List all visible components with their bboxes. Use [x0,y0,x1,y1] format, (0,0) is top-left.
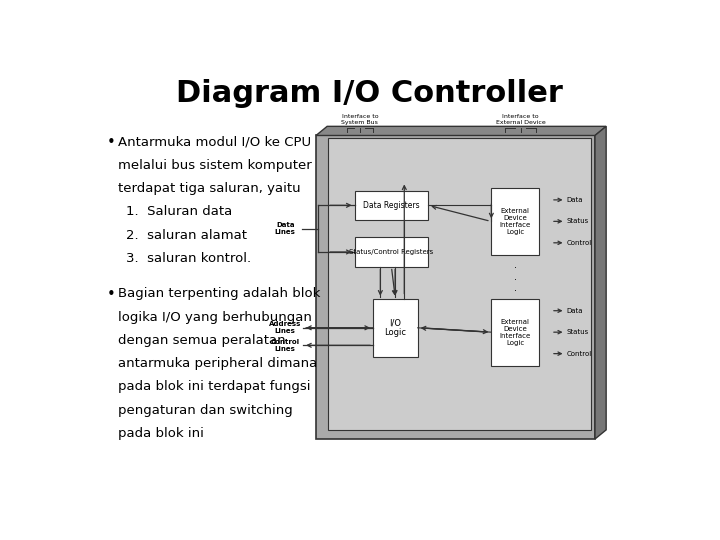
Text: External
Device
Interface
Logic: External Device Interface Logic [500,208,531,235]
Text: Data: Data [567,308,583,314]
Text: Control: Control [567,350,592,356]
Bar [491,188,539,255]
Text: Diagram I/O Controller: Diagram I/O Controller [176,79,562,109]
Polygon shape [595,126,606,439]
Text: •: • [107,287,115,302]
Text: dengan semua peralatan: dengan semua peralatan [118,334,286,347]
Text: Status/Control Registers: Status/Control Registers [349,249,433,255]
Text: Interface to
External Device: Interface to External Device [496,114,546,125]
Text: 2.  saluran alamat: 2. saluran alamat [126,228,247,241]
Polygon shape [316,126,606,136]
Text: Bagian terpenting adalah blok: Bagian terpenting adalah blok [118,287,320,300]
Text: 3.  saluran kontrol.: 3. saluran kontrol. [126,252,251,265]
Text: logika I/O yang berhubungan: logika I/O yang berhubungan [118,310,312,323]
Text: melalui bus sistem komputer: melalui bus sistem komputer [118,159,312,172]
Text: Interface to
System Bus: Interface to System Bus [341,114,378,125]
Text: •: • [107,136,115,151]
Bar [354,238,428,267]
Text: 1.  Saluran data: 1. Saluran data [126,205,233,218]
Bar [328,138,591,430]
Text: Antarmuka modul I/O ke CPU: Antarmuka modul I/O ke CPU [118,136,311,148]
Bar [354,191,428,220]
Text: Status: Status [567,218,589,224]
Text: pada blok ini terdapat fungsi: pada blok ini terdapat fungsi [118,380,310,394]
Text: Data: Data [567,197,583,203]
Text: pengaturan dan switching: pengaturan dan switching [118,404,292,417]
Bar [491,299,539,366]
Text: Status: Status [567,329,589,335]
Text: pada blok ini: pada blok ini [118,427,204,440]
Text: Control
Lines: Control Lines [271,339,300,352]
Text: Control: Control [567,240,592,246]
Text: Address
Lines: Address Lines [269,321,302,334]
Text: Data Registers: Data Registers [363,201,420,210]
Text: Data
Lines: Data Lines [275,222,296,235]
Bar [373,299,418,357]
Text: antarmuka peripheral dimana: antarmuka peripheral dimana [118,357,317,370]
Text: terdapat tiga saluran, yaitu: terdapat tiga saluran, yaitu [118,182,300,195]
Text: I/O
Logic: I/O Logic [384,318,406,338]
Bar [316,136,595,439]
Text: .
.
.: . . . [513,260,516,293]
Text: External
Device
Interface
Logic: External Device Interface Logic [500,319,531,346]
